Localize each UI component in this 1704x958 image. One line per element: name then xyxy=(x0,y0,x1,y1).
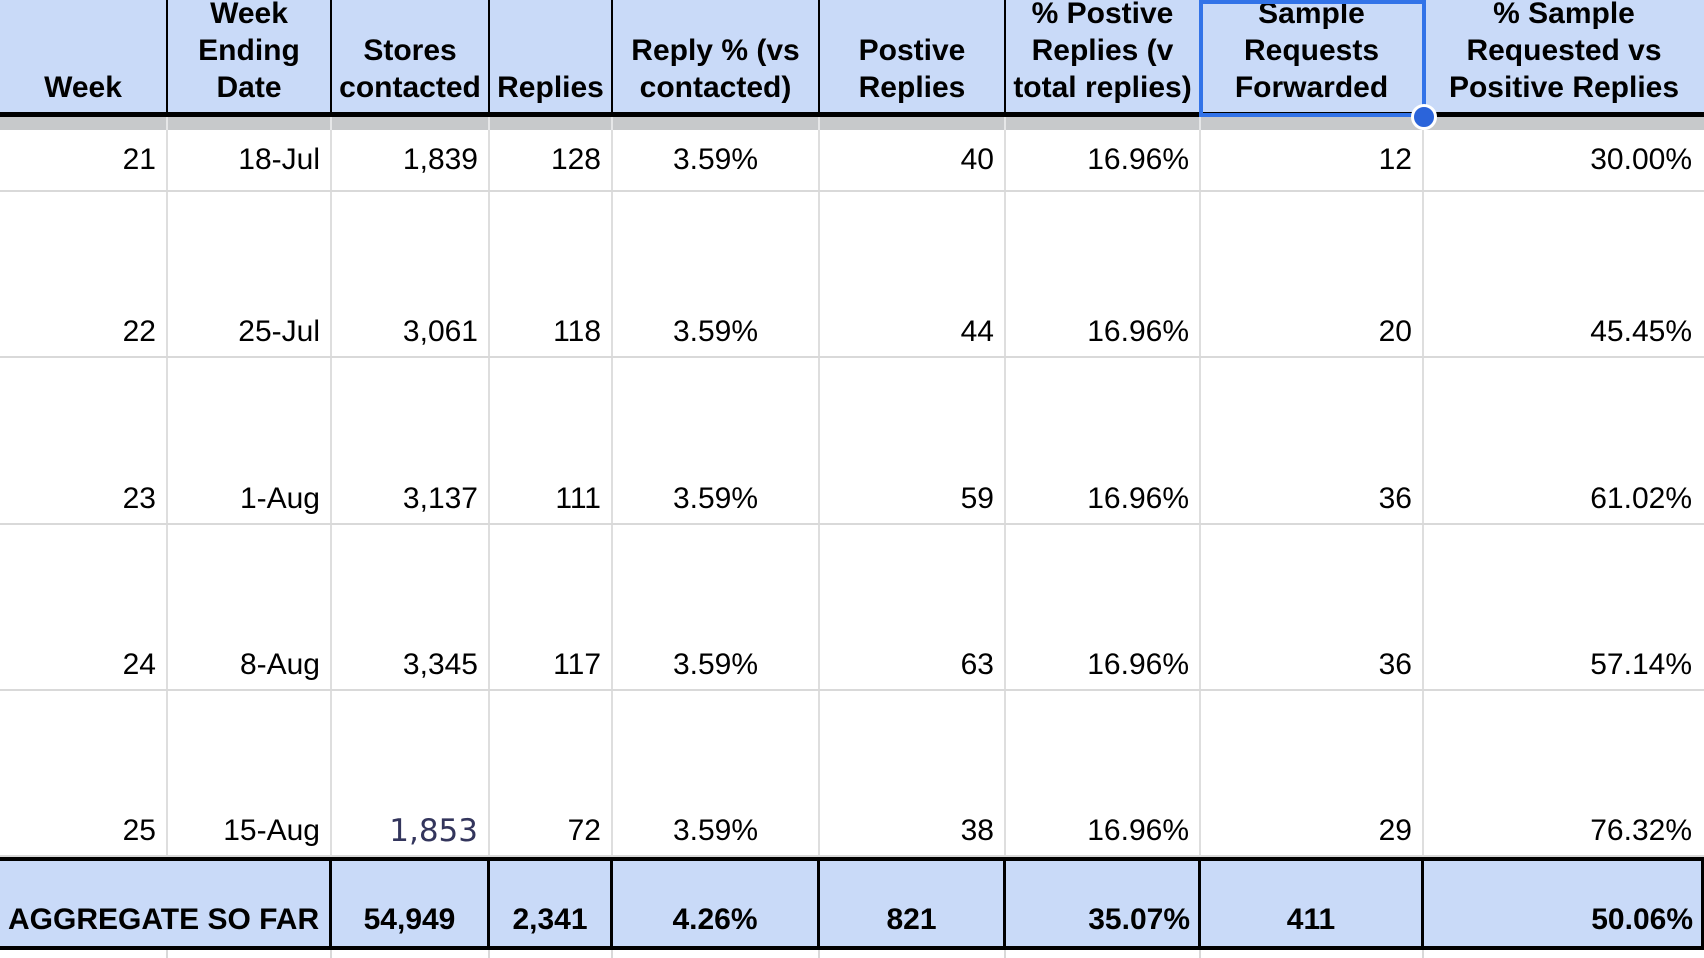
gridline-tick xyxy=(1006,950,1201,958)
cell-r0-c0[interactable]: 21 xyxy=(0,130,168,190)
frozen-row-divider xyxy=(0,117,1704,130)
aggregate-value-c5[interactable]: 821 xyxy=(820,861,1006,946)
cell-r3-c0[interactable]: 24 xyxy=(0,525,168,689)
cell-r2-c4[interactable]: 3.59% xyxy=(613,358,820,523)
aggregate-value-c4[interactable]: 4.26% xyxy=(613,861,820,946)
gridline-tick xyxy=(818,117,820,130)
cell-r1-c4[interactable]: 3.59% xyxy=(613,192,820,356)
cell-r0-c7[interactable]: 12 xyxy=(1201,130,1424,190)
cell-r2-c7[interactable]: 36 xyxy=(1201,358,1424,523)
cell-r1-c0[interactable]: 22 xyxy=(0,192,168,356)
cell-r0-c5[interactable]: 40 xyxy=(820,130,1006,190)
cell-r3-c4[interactable]: 3.59% xyxy=(613,525,820,689)
cell-r4-c5[interactable]: 38 xyxy=(820,691,1006,855)
cell-r0-c8[interactable]: 30.00% xyxy=(1424,130,1704,190)
cell-r3-c2[interactable]: 3,345 xyxy=(332,525,490,689)
aggregate-value-c2[interactable]: 54,949 xyxy=(332,861,490,946)
cell-r2-c1[interactable]: 1-Aug xyxy=(168,358,332,523)
cell-r2-c2[interactable]: 3,137 xyxy=(332,358,490,523)
cell-r2-c8[interactable]: 61.02% xyxy=(1424,358,1704,523)
cell-r4-c6[interactable]: 16.96% xyxy=(1006,691,1201,855)
cell-r4-c4[interactable]: 3.59% xyxy=(613,691,820,855)
cell-r1-c1[interactable]: 25-Jul xyxy=(168,192,332,356)
table-row: 248-Aug3,3451173.59%6316.96%3657.14% xyxy=(0,525,1704,691)
selection-border xyxy=(1199,0,1426,117)
spreadsheet-grid: WeekWeek Ending DateStores contactedRepl… xyxy=(0,0,1704,958)
cell-r0-c2[interactable]: 1,839 xyxy=(332,130,490,190)
gridline-tick xyxy=(1424,950,1704,958)
table-row: 231-Aug3,1371113.59%5916.96%3661.02% xyxy=(0,358,1704,525)
cell-r1-c8[interactable]: 45.45% xyxy=(1424,192,1704,356)
column-header-replies[interactable]: Replies xyxy=(490,0,613,112)
aggregate-value-c8[interactable]: 50.06% xyxy=(1424,861,1704,946)
gridline-tick xyxy=(1199,117,1201,130)
cell-r3-c6[interactable]: 16.96% xyxy=(1006,525,1201,689)
aggregate-value-c3[interactable]: 2,341 xyxy=(490,861,613,946)
cell-r1-c3[interactable]: 118 xyxy=(490,192,613,356)
cell-r1-c7[interactable]: 20 xyxy=(1201,192,1424,356)
column-header-stores-contacted[interactable]: Stores contacted xyxy=(332,0,490,112)
cell-r1-c2[interactable]: 3,061 xyxy=(332,192,490,356)
cell-r2-c5[interactable]: 59 xyxy=(820,358,1006,523)
header-row: WeekWeek Ending DateStores contactedRepl… xyxy=(0,0,1704,117)
fill-handle-dot[interactable] xyxy=(1411,104,1437,130)
cell-r0-c4[interactable]: 3.59% xyxy=(613,130,820,190)
aggregate-value-c7[interactable]: 411 xyxy=(1201,861,1424,946)
table-row: 2118-Jul1,8391283.59%4016.96%1230.00% xyxy=(0,130,1704,192)
gridline-tick xyxy=(0,950,168,958)
table-row: 2225-Jul3,0611183.59%4416.96%2045.45% xyxy=(0,192,1704,358)
gridline-tick xyxy=(168,950,332,958)
table-row: 2515-Aug1,853723.59%3816.96%2976.32% xyxy=(0,691,1704,857)
column-header-sample-requested-vs-positive-replies[interactable]: % Sample Requested vs Positive Replies xyxy=(1424,0,1704,112)
aggregate-row: AGGREGATE SO FAR54,9492,3414.26%82135.07… xyxy=(0,857,1704,950)
cell-r2-c0[interactable]: 23 xyxy=(0,358,168,523)
cell-r4-c2[interactable]: 1,853 xyxy=(332,691,490,855)
cell-r3-c1[interactable]: 8-Aug xyxy=(168,525,332,689)
cell-r4-c8[interactable]: 76.32% xyxy=(1424,691,1704,855)
cell-r4-c0[interactable]: 25 xyxy=(0,691,168,855)
gridline-tick xyxy=(166,117,168,130)
cell-r1-c6[interactable]: 16.96% xyxy=(1006,192,1201,356)
gridline-tick xyxy=(1201,950,1424,958)
cell-r0-c3[interactable]: 128 xyxy=(490,130,613,190)
cell-r3-c3[interactable]: 117 xyxy=(490,525,613,689)
column-header-postive-replies-v-total-replies[interactable]: % Postive Replies (v total replies) xyxy=(1006,0,1201,112)
bottom-row-sliver xyxy=(0,950,1704,958)
cell-r0-c6[interactable]: 16.96% xyxy=(1006,130,1201,190)
gridline-tick xyxy=(611,117,613,130)
column-header-week-ending-date[interactable]: Week Ending Date xyxy=(168,0,332,112)
cell-r2-c6[interactable]: 16.96% xyxy=(1006,358,1201,523)
gridline-tick xyxy=(332,950,490,958)
cell-r1-c5[interactable]: 44 xyxy=(820,192,1006,356)
aggregate-value-c6[interactable]: 35.07% xyxy=(1006,861,1201,946)
column-header-postive-replies[interactable]: Postive Replies xyxy=(820,0,1006,112)
cell-r3-c7[interactable]: 36 xyxy=(1201,525,1424,689)
column-header-week[interactable]: Week xyxy=(0,0,168,112)
cell-r3-c5[interactable]: 63 xyxy=(820,525,1006,689)
column-header-reply-vs-contacted[interactable]: Reply % (vs contacted) xyxy=(613,0,820,112)
cell-r4-c7[interactable]: 29 xyxy=(1201,691,1424,855)
cell-r4-c3[interactable]: 72 xyxy=(490,691,613,855)
cell-r4-c1[interactable]: 15-Aug xyxy=(168,691,332,855)
gridline-tick xyxy=(613,950,820,958)
gridline-tick xyxy=(490,950,613,958)
gridline-tick xyxy=(330,117,332,130)
cell-r3-c8[interactable]: 57.14% xyxy=(1424,525,1704,689)
gridline-tick xyxy=(1004,117,1006,130)
aggregate-label[interactable]: AGGREGATE SO FAR xyxy=(0,861,332,946)
cell-r2-c3[interactable]: 111 xyxy=(490,358,613,523)
gridline-tick xyxy=(488,117,490,130)
cell-r0-c1[interactable]: 18-Jul xyxy=(168,130,332,190)
gridline-tick xyxy=(820,950,1006,958)
